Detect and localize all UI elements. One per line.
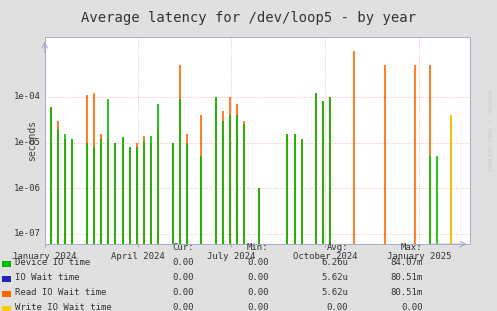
Text: Write IO Wait time: Write IO Wait time (15, 303, 112, 311)
Text: 84.07m: 84.07m (390, 258, 422, 267)
Text: 80.51m: 80.51m (390, 288, 422, 297)
Text: Max:: Max: (401, 243, 422, 252)
Text: 6.26u: 6.26u (321, 258, 348, 267)
Text: 5.62u: 5.62u (321, 273, 348, 282)
Text: 5.62u: 5.62u (321, 288, 348, 297)
Text: 0.00: 0.00 (172, 258, 194, 267)
Text: Device IO time: Device IO time (15, 258, 90, 267)
Text: 1e-07: 1e-07 (13, 230, 40, 239)
Text: 0.00: 0.00 (247, 303, 268, 311)
Text: 80.51m: 80.51m (390, 273, 422, 282)
Text: 0.00: 0.00 (172, 303, 194, 311)
Text: 1e-05: 1e-05 (13, 138, 40, 147)
Text: Cur:: Cur: (172, 243, 194, 252)
Text: 0.00: 0.00 (247, 258, 268, 267)
Text: 1e-06: 1e-06 (13, 184, 40, 193)
Text: 0.00: 0.00 (247, 273, 268, 282)
Text: 0.00: 0.00 (247, 288, 268, 297)
Text: Min:: Min: (247, 243, 268, 252)
Text: 0.00: 0.00 (401, 303, 422, 311)
Text: Average latency for /dev/loop5 - by year: Average latency for /dev/loop5 - by year (81, 11, 416, 25)
Text: Read IO Wait time: Read IO Wait time (15, 288, 106, 297)
Y-axis label: seconds: seconds (27, 120, 37, 161)
Text: RRDTOOL / TOBI OETIKER: RRDTOOL / TOBI OETIKER (486, 89, 491, 172)
Text: Avg:: Avg: (327, 243, 348, 252)
Text: IO Wait time: IO Wait time (15, 273, 80, 282)
Text: 0.00: 0.00 (172, 273, 194, 282)
Text: 0.00: 0.00 (172, 288, 194, 297)
Text: 1e-04: 1e-04 (13, 92, 40, 101)
Text: 0.00: 0.00 (327, 303, 348, 311)
